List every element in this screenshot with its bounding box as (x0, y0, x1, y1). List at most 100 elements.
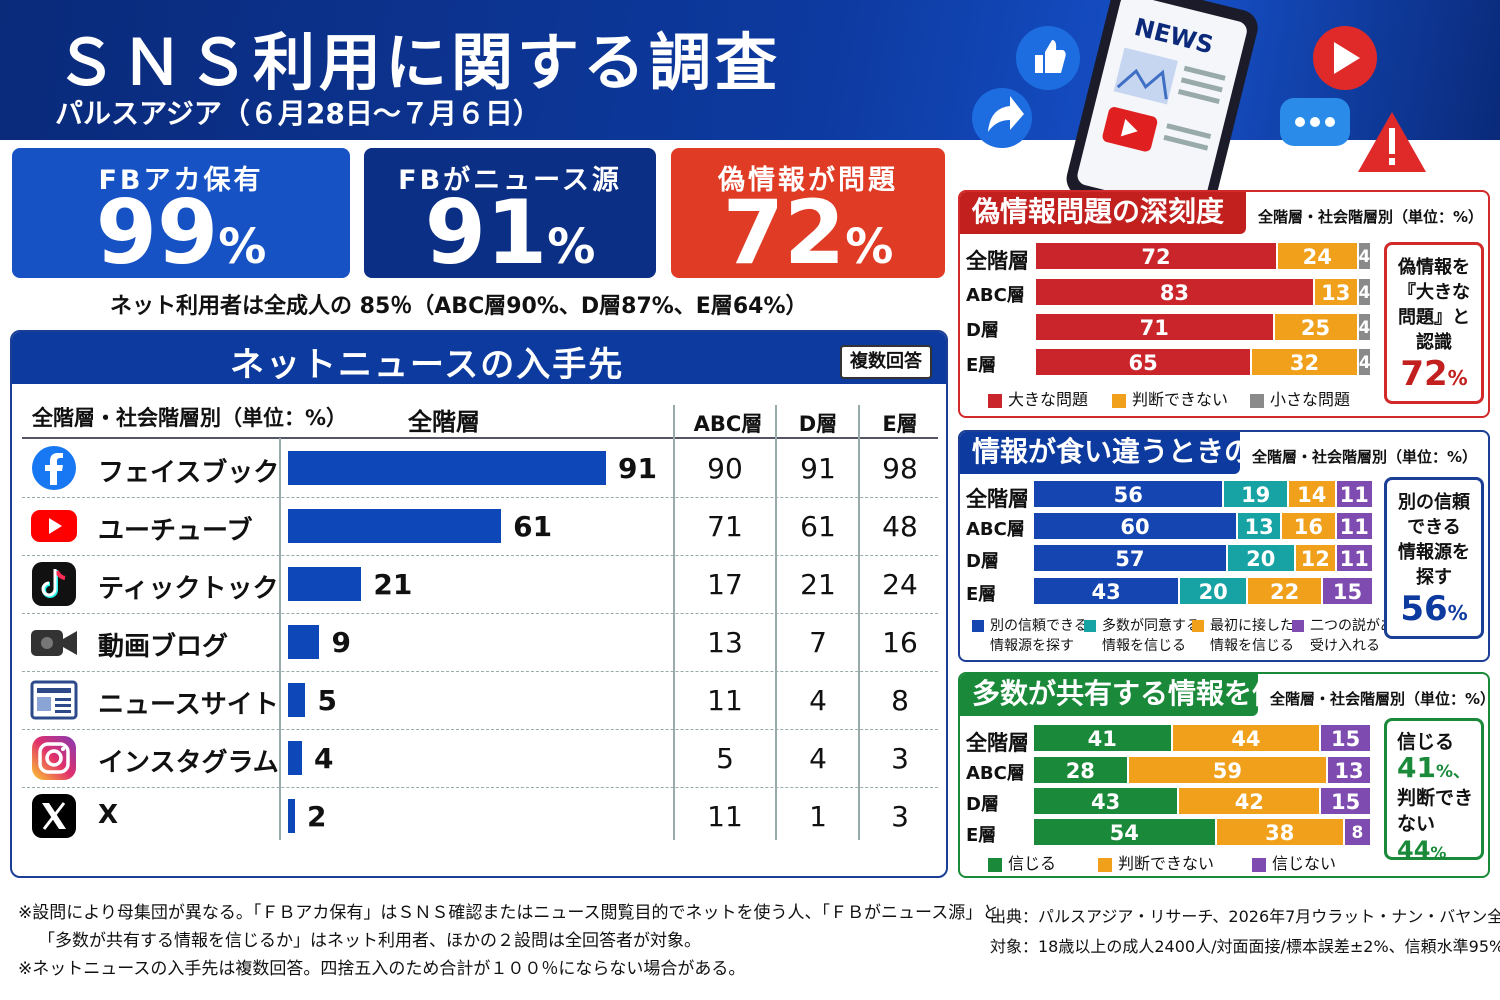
bar-segment: 8 (1344, 819, 1370, 845)
kpi-label: FBアカ保有 (98, 165, 264, 196)
source-note: 出典：パルスアジア・リサーチ、2026年7月ウラット・ナン・バヤン全国調査 (990, 907, 1500, 926)
legend-text: 判断できない (1132, 390, 1229, 409)
category-label: ABC層 (966, 519, 1025, 540)
cell-abc: 11 (707, 800, 743, 833)
service-name: ユーチューブ (98, 516, 253, 546)
callout-text: 情報源を (1398, 542, 1470, 563)
callout-text: 偽情報を (1398, 257, 1470, 278)
bar-segment: 59 (1128, 757, 1327, 783)
row-separator (22, 787, 938, 788)
kpi-fb-account: FBアカ保有 99% (12, 148, 350, 278)
legend-item: 最初に接した 情報を信じる (1192, 616, 1294, 656)
col-divider (673, 405, 675, 840)
category-label: 全階層 (966, 731, 1029, 755)
bar-segment: 12 (1295, 545, 1335, 571)
callout-text: 『大きな (1398, 282, 1470, 303)
bar-segment: 13 (1328, 757, 1370, 783)
legend-swatch (972, 620, 984, 632)
legend-swatch (988, 857, 1002, 872)
bar-all (288, 625, 320, 659)
legend-swatch (1250, 393, 1264, 408)
bar-segment: 19 (1224, 481, 1287, 507)
bar-segment: 83 (1036, 279, 1313, 305)
header-divider (22, 437, 938, 439)
cell-d: 4 (809, 684, 827, 717)
kpi-value: 99% (95, 181, 267, 284)
category-label: D層 (966, 794, 999, 815)
bar-segment: 16 (1282, 513, 1335, 539)
kpi-label: FBがニュース源 (398, 165, 622, 196)
cell-e: 8 (891, 684, 909, 717)
bar-all (288, 567, 362, 601)
instagram-icon (29, 735, 79, 781)
cell-d: 21 (800, 568, 836, 601)
news-sources-title: ネットニュースの入手先 (230, 345, 625, 385)
cell-abc: 17 (707, 568, 743, 601)
bar-segment: 11 (1336, 513, 1372, 539)
news-site-icon (29, 677, 79, 723)
legend-text: 情報源を探す (990, 638, 1074, 654)
bar-segment: 38 (1216, 819, 1343, 845)
cell-abc: 5 (716, 742, 734, 775)
net-usage-note: ネット利用者は全成人の 85％（ABC層90%、D層87%、E層64%） (110, 294, 808, 319)
bar-value: 5 (317, 684, 337, 717)
cell-e: 3 (891, 800, 909, 833)
bar-segment: 14 (1289, 481, 1335, 507)
multiple-answer-badge: 複数回答 (840, 345, 932, 379)
fake-news-severity-title: 偽情報問題の深刻度 (960, 192, 1246, 234)
cell-abc: 11 (707, 684, 743, 717)
bar-all (288, 451, 606, 485)
category-label: E層 (966, 584, 997, 605)
legend-swatch (1098, 857, 1112, 872)
callout-text: 判断でき (1397, 787, 1474, 809)
legend-swatch (1112, 393, 1126, 408)
footnote-2: 「多数が共有する情報を信じるか」はネット利用者、ほかの２設問は全回答者が対象。 (38, 931, 701, 951)
bar-segment: 41 (1034, 725, 1171, 751)
bar-segment: 25 (1274, 314, 1357, 340)
bar-segment: 4 (1358, 314, 1370, 340)
legend-swatch (1192, 620, 1204, 632)
footnote-3: ※ネットニュースの入手先は複数回答。四捨五入のため合計が１００％にならない場合が… (18, 959, 746, 979)
cell-d: 91 (800, 452, 836, 485)
col-header-all: 全階層 (408, 408, 480, 436)
bar-segment: 22 (1248, 578, 1321, 604)
page-subtitle: パルスアジア（６月28日～７月６日） (55, 97, 541, 130)
cell-d: 61 (800, 510, 836, 543)
cell-e: 48 (882, 510, 918, 543)
conflict-response-subtitle: 全階層・社会階層別（単位：%） (1252, 448, 1478, 466)
legend-text: 受け入れる (1310, 638, 1380, 654)
cell-d: 1 (809, 800, 827, 833)
bar-segment: 15 (1323, 578, 1372, 604)
conflict-response-title: 情報が食い違うときの対応 (960, 432, 1308, 474)
cell-e: 24 (882, 568, 918, 601)
callout-text: 探す (1416, 567, 1452, 588)
kpi-label: 偽情報が問題 (718, 165, 898, 196)
bar-value: 91 (618, 452, 657, 485)
legend-text: 情報を信じる (1102, 638, 1186, 654)
legend-swatch (988, 393, 1002, 408)
majority-belief-subtitle: 全階層・社会階層別（単位：%） (1270, 690, 1496, 708)
cell-e: 3 (891, 742, 909, 775)
bar-segment: 4 (1358, 279, 1370, 305)
category-label: 全階層 (966, 487, 1029, 511)
cell-abc: 13 (707, 626, 743, 659)
callout-value: 44 (1397, 836, 1431, 864)
tiktok-icon (29, 561, 79, 607)
bar-segment: 4 (1358, 243, 1370, 269)
row-separator (22, 613, 938, 614)
bar-segment: 13 (1314, 279, 1357, 305)
cell-d: 4 (809, 742, 827, 775)
news-sources-subtitle: 全階層・社会階層別（単位：%） (32, 406, 348, 430)
legend-text: 別の信頼できる (990, 618, 1088, 634)
kpi-fb-news: FBがニュース源 91% (364, 148, 656, 278)
callout-unit: % (1447, 366, 1468, 390)
legend-text: 情報を信じる (1210, 638, 1294, 654)
callout-text: 問題』と (1398, 307, 1470, 328)
header-illustration: NEWS (972, 0, 1426, 190)
callout-unit: %、 (1435, 762, 1471, 782)
col-divider (775, 405, 777, 840)
callout-value: 56 (1400, 589, 1448, 629)
row-separator (22, 555, 938, 556)
bar-segment: 60 (1034, 513, 1236, 539)
bar-value: 2 (306, 800, 327, 833)
